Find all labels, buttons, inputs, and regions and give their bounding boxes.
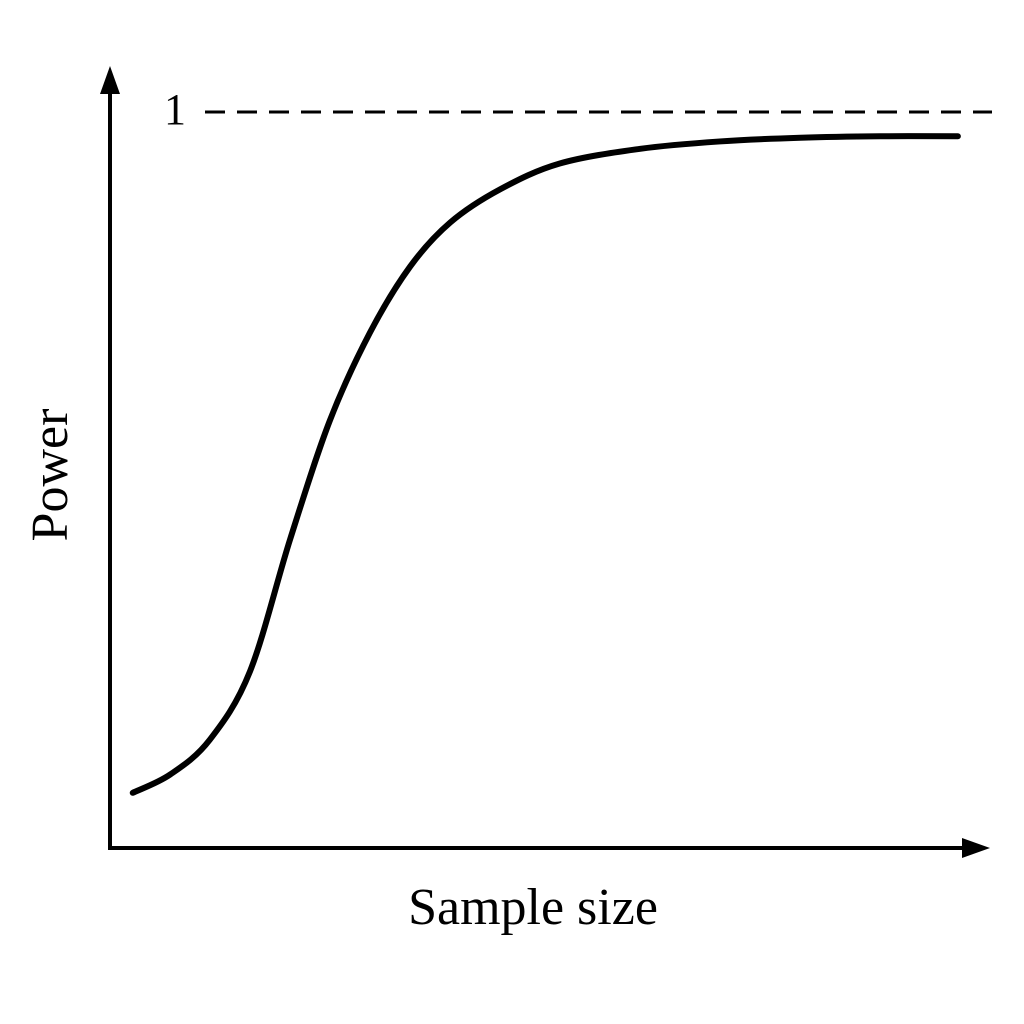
x-axis-arrow	[962, 838, 990, 858]
y-axis-label: Power	[22, 409, 79, 542]
line-series	[129, 133, 961, 796]
x-axis-label: Sample size	[408, 879, 658, 936]
y-axis-arrow	[100, 66, 120, 94]
y-tick-label: 1	[164, 85, 186, 134]
